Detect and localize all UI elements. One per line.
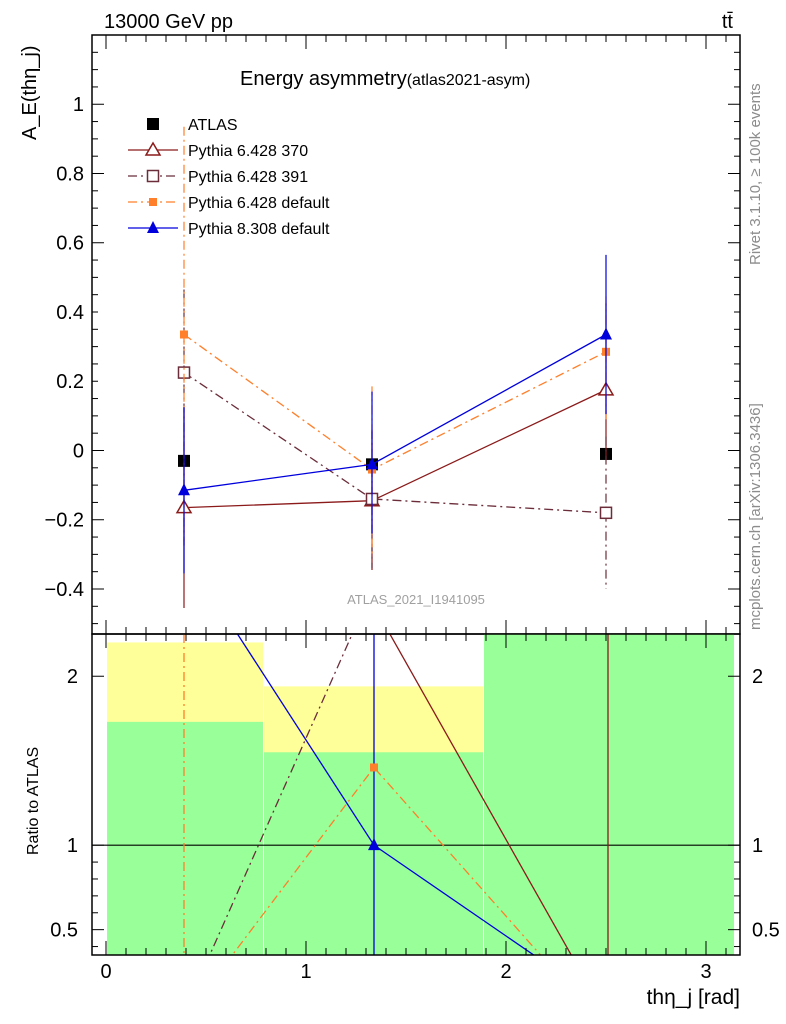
main-panel: −0.4 −0.2 0 0.2 0.4 0.6 0.8 1 Energy asymmetry(a… xyxy=(19,34,741,635)
y-tick-label: 0.2 xyxy=(56,371,84,393)
series-line xyxy=(183,372,607,514)
ratio-y-tick-label-right: 0.5 xyxy=(752,920,780,942)
legend-entry: Pythia 6.428 391 xyxy=(128,169,308,186)
data-point xyxy=(147,221,159,233)
y-tick-label: 1 xyxy=(73,94,84,116)
y-tick-label: 0.8 xyxy=(56,163,84,185)
ratio-line xyxy=(389,634,572,955)
legend-label: ATLAS xyxy=(188,117,238,134)
ratio-y-tick-label: 1 xyxy=(67,835,78,857)
y-tick-label: 0 xyxy=(73,440,84,462)
energy-label: 13000 GeV pp xyxy=(104,11,233,33)
chart-title-sub: (atlas2021-asym) xyxy=(407,72,531,89)
series-line xyxy=(183,333,607,491)
data-point xyxy=(149,198,157,206)
data-point xyxy=(599,506,613,520)
chart-title-main: Energy asymmetry xyxy=(240,68,407,90)
data-point xyxy=(366,457,378,470)
uncertainty-band-green xyxy=(484,634,734,955)
data-point xyxy=(147,118,159,130)
legend-label: Pythia 8.308 default xyxy=(188,221,330,238)
y-tick-label: 0.4 xyxy=(56,302,84,324)
data-point xyxy=(178,483,190,496)
y-tick-label: 0.6 xyxy=(56,233,84,255)
ratio-y-tick-label-right: 2 xyxy=(752,666,763,688)
data-point xyxy=(144,141,162,156)
ratio-y-tick-label: 2 xyxy=(67,666,78,688)
x-tick-label: 0 xyxy=(100,961,111,983)
process-label: tt̄ xyxy=(722,11,734,33)
data-point xyxy=(146,169,160,183)
x-tick-label: 3 xyxy=(700,961,711,983)
ratio-y-tick-label-right: 1 xyxy=(752,835,763,857)
ratio-line xyxy=(231,766,542,955)
legend-label: Pythia 6.428 default xyxy=(188,195,330,212)
series-line xyxy=(183,389,607,509)
legend-entry: Pythia 6.428 370 xyxy=(128,141,308,160)
uncertainty-band-green xyxy=(107,721,263,955)
data-point xyxy=(180,330,188,339)
data-point xyxy=(600,327,612,340)
series-line xyxy=(183,333,607,471)
ratio-y-tick-label: 0.5 xyxy=(50,920,78,942)
x-tick-label: 1 xyxy=(300,961,311,983)
ratio-content xyxy=(92,634,740,955)
rivet-version-label: Rivet 3.1.10, ≥ 100k events xyxy=(747,83,764,265)
analysis-watermark: ATLAS_2021_I1941095 xyxy=(347,592,485,607)
chart-title: Energy asymmetry(atlas2021-asym) xyxy=(240,68,530,90)
series-group xyxy=(180,126,610,557)
ratio-y-axis-label: Ratio to ATLAS xyxy=(25,747,42,855)
series-group xyxy=(178,254,612,574)
data-point xyxy=(368,838,380,851)
series-group xyxy=(175,303,615,609)
mcplots-label: mcplots.cern.ch [arXiv:1306.3436] xyxy=(747,403,764,630)
legend-entry: Pythia 6.428 default xyxy=(128,195,330,212)
legend-entry: ATLAS xyxy=(147,117,238,134)
series-group xyxy=(177,289,613,589)
ratio-frame xyxy=(91,633,741,956)
x-axis-label: thη_j [rad] xyxy=(647,986,740,1009)
ratio-panel: 0.5 0.5 1 1 2 2 0 1 2 3 Ratio to ATLAS thη_j [rad] xyxy=(25,633,780,1009)
legend-label: Pythia 6.428 391 xyxy=(188,169,308,186)
legend-entry: Pythia 8.308 default xyxy=(128,221,330,238)
ratio-line xyxy=(209,634,353,955)
data-point xyxy=(370,763,378,772)
y-tick-label: −0.4 xyxy=(45,579,84,601)
legend-label: Pythia 6.428 370 xyxy=(188,143,308,160)
y-tick-label: −0.2 xyxy=(45,510,84,532)
x-tick-label: 2 xyxy=(500,961,511,983)
y-axis-label: A_E(thη_j) xyxy=(19,46,41,141)
